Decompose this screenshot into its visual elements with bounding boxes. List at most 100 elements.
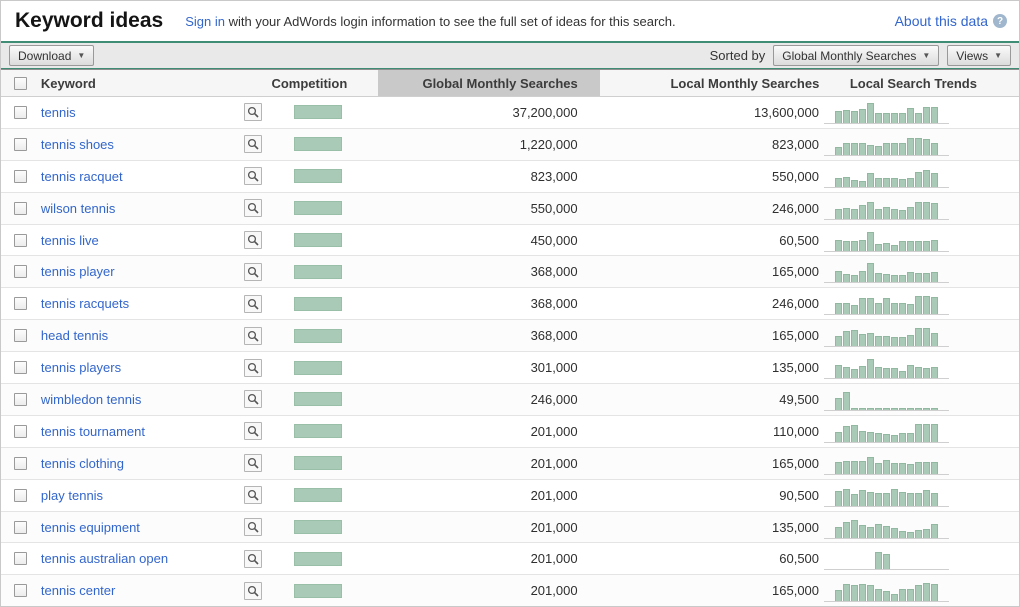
trend-bar [931, 584, 939, 602]
trend-bar [899, 371, 907, 379]
trend-bar [859, 489, 867, 506]
keyword-link[interactable]: play tennis [40, 487, 104, 503]
row-checkbox[interactable] [14, 456, 28, 470]
keyword-link[interactable]: wimbledon tennis [40, 391, 142, 407]
trend-bar [915, 296, 923, 315]
trend-bar [835, 590, 843, 602]
magnifier-icon[interactable] [244, 549, 263, 568]
trend-bar [875, 145, 883, 155]
row-checkbox[interactable] [14, 105, 28, 119]
keyword-cell: play tennis [41, 488, 241, 503]
row-checkbox[interactable] [14, 520, 28, 534]
keyword-link[interactable]: tennis clothing [40, 455, 125, 471]
column-header-local-search-trends[interactable]: Local Search Trends [849, 75, 977, 91]
competition-bar-fill [294, 488, 343, 503]
keyword-link[interactable]: tennis shoes [40, 136, 114, 152]
trend-cell [824, 292, 1019, 316]
trend-bar [883, 177, 891, 187]
trend-bar [883, 459, 891, 474]
row-checkbox[interactable] [14, 233, 28, 247]
trend-bar [859, 180, 867, 187]
trend-bar [843, 460, 851, 474]
magnifier-icon[interactable] [244, 135, 263, 154]
table-row: tennis clothing 201,000 165,000 [1, 447, 1019, 480]
keyword-link[interactable]: tennis tournament [40, 423, 145, 439]
keyword-link[interactable]: tennis player [40, 264, 115, 280]
trend-bar [875, 112, 883, 123]
row-checkbox[interactable] [14, 297, 28, 311]
row-checkbox[interactable] [14, 201, 28, 215]
magnifier-icon[interactable] [244, 199, 263, 218]
magnifier-icon[interactable] [244, 294, 263, 313]
keyword-link[interactable]: tennis center [40, 583, 116, 599]
column-header-local-monthly-searches[interactable]: Local Monthly Searches [670, 75, 820, 91]
row-checkbox[interactable] [14, 265, 28, 279]
trend-chart [824, 229, 950, 252]
table-row: tennis live 450,000 60,500 [1, 224, 1019, 257]
column-header-keyword[interactable]: Keyword [40, 75, 96, 91]
row-checkbox[interactable] [14, 137, 28, 151]
column-header-global-monthly-searches[interactable]: Global Monthly Searches [378, 70, 600, 96]
trend-bar [923, 328, 931, 347]
magnifier-icon[interactable] [244, 581, 263, 600]
trend-bar [875, 589, 883, 602]
competition-bar-fill [294, 169, 343, 184]
magnifier-icon[interactable] [244, 262, 263, 281]
magnifier-icon[interactable] [244, 486, 263, 505]
row-checkbox[interactable] [14, 424, 28, 438]
download-button[interactable]: Download ▼ [9, 45, 95, 66]
row-checkbox[interactable] [14, 329, 28, 343]
magnifier-icon[interactable] [244, 390, 263, 409]
select-all-checkbox[interactable] [14, 76, 28, 90]
magnifier-icon[interactable] [244, 167, 263, 186]
trend-bar [923, 240, 931, 251]
sort-dropdown[interactable]: Global Monthly Searches ▼ [773, 45, 940, 66]
trend-bar [851, 240, 859, 251]
competition-bar-fill [294, 583, 343, 598]
magnifier-icon[interactable] [244, 358, 263, 377]
trend-bar [931, 142, 939, 155]
row-checkbox[interactable] [14, 584, 28, 598]
row-checkbox[interactable] [14, 361, 28, 375]
trend-bar [915, 201, 923, 219]
magnifier-icon[interactable] [244, 326, 263, 345]
views-dropdown[interactable]: Views ▼ [947, 45, 1011, 66]
row-checkbox[interactable] [14, 488, 28, 502]
keyword-cell: tennis racquet [41, 169, 241, 184]
table-row: tennis equipment 201,000 135,000 [1, 511, 1019, 544]
keyword-link[interactable]: wilson tennis [40, 200, 116, 216]
column-header-competition[interactable]: Competition [271, 75, 348, 91]
keyword-link[interactable]: head tennis [40, 328, 109, 344]
keyword-link[interactable]: tennis racquets [40, 296, 130, 312]
trend-bar [835, 365, 843, 379]
trend-cell [824, 579, 1019, 603]
competition-cell [240, 294, 378, 313]
keyword-link[interactable]: tennis [40, 104, 76, 120]
keyword-link[interactable]: tennis players [40, 360, 122, 376]
magnifier-icon[interactable] [244, 231, 263, 249]
trend-bar [859, 366, 867, 379]
global-searches-value: 201,000 [530, 583, 578, 599]
keyword-link[interactable]: tennis live [40, 232, 99, 248]
trend-bar [867, 298, 875, 315]
magnifier-icon[interactable] [244, 103, 263, 122]
keyword-link[interactable]: tennis racquet [40, 168, 123, 184]
magnifier-icon[interactable] [244, 454, 263, 473]
chevron-down-icon: ▼ [77, 50, 86, 60]
competition-bar [294, 201, 343, 216]
keyword-link[interactable]: tennis australian open [40, 551, 169, 567]
row-checkbox[interactable] [14, 552, 28, 566]
row-checkbox[interactable] [14, 392, 28, 406]
competition-cell [240, 135, 378, 154]
views-dropdown-label: Views [956, 48, 989, 63]
row-checkbox[interactable] [14, 169, 28, 183]
trend-bar [843, 207, 851, 219]
help-icon[interactable]: ? [993, 14, 1007, 28]
about-this-data-link[interactable]: About this data [894, 13, 988, 29]
keyword-link[interactable]: tennis equipment [40, 519, 140, 535]
sign-in-link[interactable]: Sign in [185, 13, 225, 29]
competition-bar-fill [294, 201, 343, 216]
magnifier-icon[interactable] [244, 422, 263, 441]
magnifier-icon[interactable] [244, 518, 263, 537]
trend-chart [824, 197, 950, 220]
